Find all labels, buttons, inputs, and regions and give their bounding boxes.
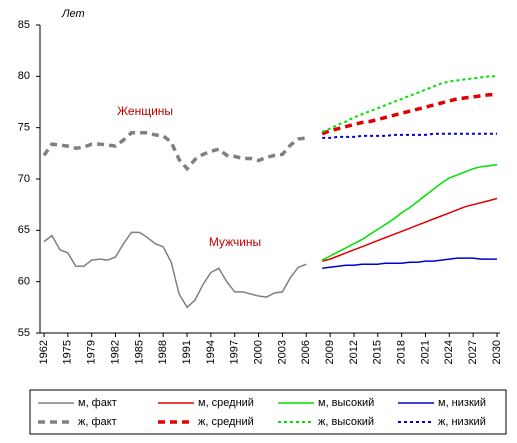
series-line (322, 257, 497, 270)
series-line (321, 163, 498, 261)
legend-label: м, высокий (318, 397, 374, 409)
x-tick-label: 1982 (109, 340, 121, 364)
legend-label: м, факт (78, 397, 117, 409)
x-tick-label: 1962 (38, 340, 50, 364)
y-tick-label: 55 (18, 327, 30, 339)
x-tick-label: 1975 (62, 340, 74, 364)
y-tick-label: 65 (18, 224, 30, 236)
series-line (321, 75, 497, 133)
y-tick-label: 75 (18, 122, 30, 134)
series-line (322, 197, 498, 262)
legend-box (29, 389, 507, 435)
x-tick-label: 2030 (491, 340, 503, 364)
x-tick-label: 1997 (229, 340, 241, 364)
x-tick-label: 2024 (443, 340, 455, 364)
x-tick-label: 2021 (419, 340, 431, 364)
x-tick-label: 1979 (86, 340, 98, 364)
x-tick-label: 2009 (324, 340, 336, 364)
y-tick-label: 85 (18, 19, 30, 31)
x-tick-label: 1991 (181, 340, 193, 364)
x-tick-label: 1985 (133, 340, 145, 364)
x-tick-label: 2015 (372, 340, 384, 364)
legend-label: ж, низкий (438, 416, 486, 428)
legend-label: м, средний (198, 397, 254, 409)
series-line (42, 131, 307, 172)
annotation: Мужчины (209, 235, 261, 249)
annotation: Женщины (117, 104, 173, 118)
legend-label: ж, высокий (318, 416, 374, 428)
legend-label: ж, средний (198, 416, 254, 428)
x-tick-label: 2018 (396, 340, 408, 364)
x-tick-label: 2012 (348, 340, 360, 364)
series-line (322, 132, 497, 139)
x-tick-label: 2027 (467, 340, 479, 364)
y-axis-label: Лет (61, 8, 85, 20)
legend-label: ж, факт (78, 416, 117, 428)
legend-label: м, низкий (438, 397, 486, 409)
x-tick-label: 2000 (252, 340, 264, 364)
series-line (321, 93, 497, 136)
y-tick-label: 80 (18, 70, 30, 82)
y-tick-label: 70 (18, 173, 30, 185)
x-tick-label: 2006 (300, 340, 312, 364)
x-tick-label: 2003 (276, 340, 288, 364)
series-line (43, 231, 307, 309)
x-tick-label: 1988 (157, 340, 169, 364)
x-tick-label: 1994 (205, 340, 217, 364)
y-tick-label: 60 (18, 276, 30, 288)
